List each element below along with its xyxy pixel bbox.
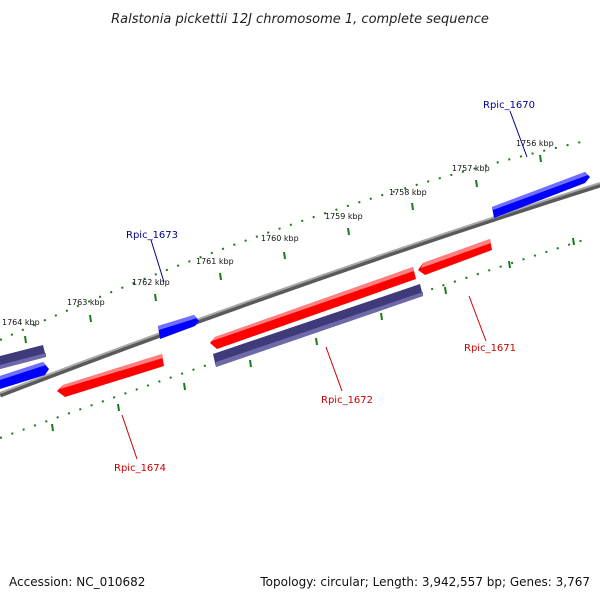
tick-mark	[380, 312, 383, 321]
tick-mark	[315, 337, 318, 346]
gene-rpic-1674[interactable]	[57, 354, 164, 397]
tick-mark	[249, 359, 252, 368]
tick-mark	[411, 202, 414, 211]
tick-label-1763: 1763 kbp	[67, 298, 105, 307]
gene-rpic-1672[interactable]	[210, 267, 416, 349]
tick-mark	[51, 423, 54, 432]
tick-label-1764: 1764 kbp	[2, 318, 40, 327]
label-rpic-1674[interactable]: Rpic_1674	[114, 463, 166, 474]
leader-rpic-1673	[150, 239, 165, 283]
tick-label-1760: 1760 kbp	[261, 234, 299, 243]
tick-mark	[539, 154, 542, 163]
tick-mark	[283, 251, 286, 260]
label-rpic-1671[interactable]: Rpic_1671	[464, 343, 516, 354]
gene-rpic-1673[interactable]	[158, 315, 199, 339]
tick-mark	[347, 227, 350, 236]
tick-label-1758: 1758 kbp	[389, 188, 427, 197]
chromosome-backbone	[0, 182, 600, 398]
tick-label-1759: 1759 kbp	[325, 212, 363, 221]
tick-label-1757: 1757 kbp	[452, 164, 490, 173]
map-title: Ralstonia pickettii 12J chromosome 1, co…	[111, 12, 489, 27]
tick-mark	[24, 335, 27, 344]
gene-rpic-1670[interactable]	[492, 172, 590, 218]
gene-other-purple-center[interactable]	[213, 284, 423, 367]
outer-major-ticks	[24, 154, 542, 344]
tick-mark	[475, 179, 478, 188]
tick-mark	[572, 237, 575, 246]
leader-rpic-1672	[325, 346, 343, 392]
tick-mark	[219, 272, 222, 281]
summary-text: Topology: circular; Length: 3,942,557 bp…	[259, 575, 590, 589]
tick-label-1761: 1761 kbp	[196, 257, 234, 266]
tick-mark	[508, 260, 511, 269]
gene-other-purple-left[interactable]	[0, 345, 46, 369]
tick-mark	[117, 403, 120, 412]
tick-mark	[444, 286, 447, 295]
label-rpic-1670[interactable]: Rpic_1670	[483, 100, 535, 111]
tick-label-1756: 1756 kbp	[516, 139, 554, 148]
tick-mark	[154, 293, 157, 302]
inner-major-ticks	[51, 237, 575, 432]
backbone-highlight	[0, 182, 600, 394]
label-rpic-1672[interactable]: Rpic_1672	[321, 395, 373, 406]
accession-text: Accession: NC_010682	[9, 575, 145, 589]
tick-mark	[183, 382, 186, 391]
label-rpic-1673[interactable]: Rpic_1673	[126, 230, 178, 241]
leader-rpic-1670	[509, 110, 528, 158]
leader-rpic-1671	[468, 295, 487, 342]
tick-label-1762: 1762 kbp	[132, 278, 170, 287]
leader-rpic-1674	[121, 414, 138, 460]
gene-rpic-1671[interactable]	[418, 239, 492, 275]
tick-mark	[89, 314, 92, 323]
gene-forward-blue-left[interactable]	[0, 362, 49, 389]
